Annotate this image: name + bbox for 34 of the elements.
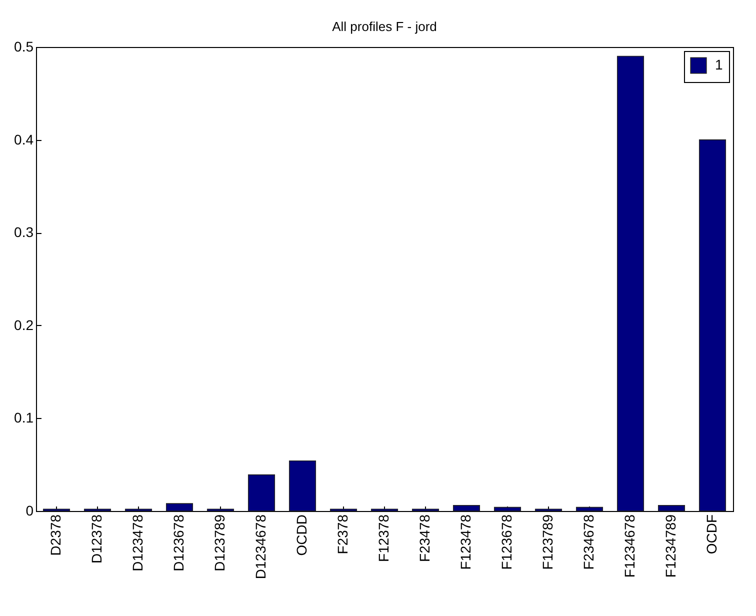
- x-tick-label: D12378: [88, 514, 104, 564]
- y-tick-label: 0.4: [14, 131, 34, 148]
- y-tick-label: 0.1: [14, 410, 34, 426]
- x-tick-label: F1234789: [662, 514, 678, 578]
- bar: [452, 505, 480, 512]
- y-tick-label: 0.2: [14, 316, 34, 333]
- legend-label: 1: [715, 56, 723, 72]
- bar: [248, 474, 276, 512]
- x-tick-label: F1234678: [622, 514, 638, 578]
- y-tick-label: 0.3: [14, 224, 34, 240]
- y-tick-label: 0.5: [14, 38, 34, 54]
- x-tick-label: F2378: [334, 514, 350, 554]
- bar: [658, 505, 686, 512]
- bar: [698, 139, 726, 512]
- y-tick-label: 0: [26, 502, 34, 518]
- chart-title: All profiles F - jord: [332, 19, 437, 34]
- x-tick-label: F23478: [416, 514, 432, 562]
- x-tick-label: D1234678: [252, 514, 268, 580]
- x-tick-label: F123789: [540, 514, 556, 570]
- x-tick-label: OCDD: [294, 514, 310, 556]
- x-tick-label: D2378: [48, 514, 64, 556]
- x-tick-label: F234678: [580, 514, 596, 570]
- x-tick-label: D123678: [170, 514, 186, 572]
- bar: [616, 56, 644, 512]
- x-tick-label: D123478: [130, 514, 146, 572]
- x-tick-label: F12378: [376, 514, 392, 562]
- bar: [166, 503, 194, 512]
- bar: [288, 460, 316, 512]
- bar: [576, 506, 604, 512]
- bar: [494, 506, 522, 512]
- x-tick-label: F123478: [458, 514, 474, 570]
- x-tick-label: F123678: [498, 514, 514, 570]
- x-tick-label: D123789: [212, 514, 228, 572]
- x-tick-label: OCDF: [704, 514, 720, 554]
